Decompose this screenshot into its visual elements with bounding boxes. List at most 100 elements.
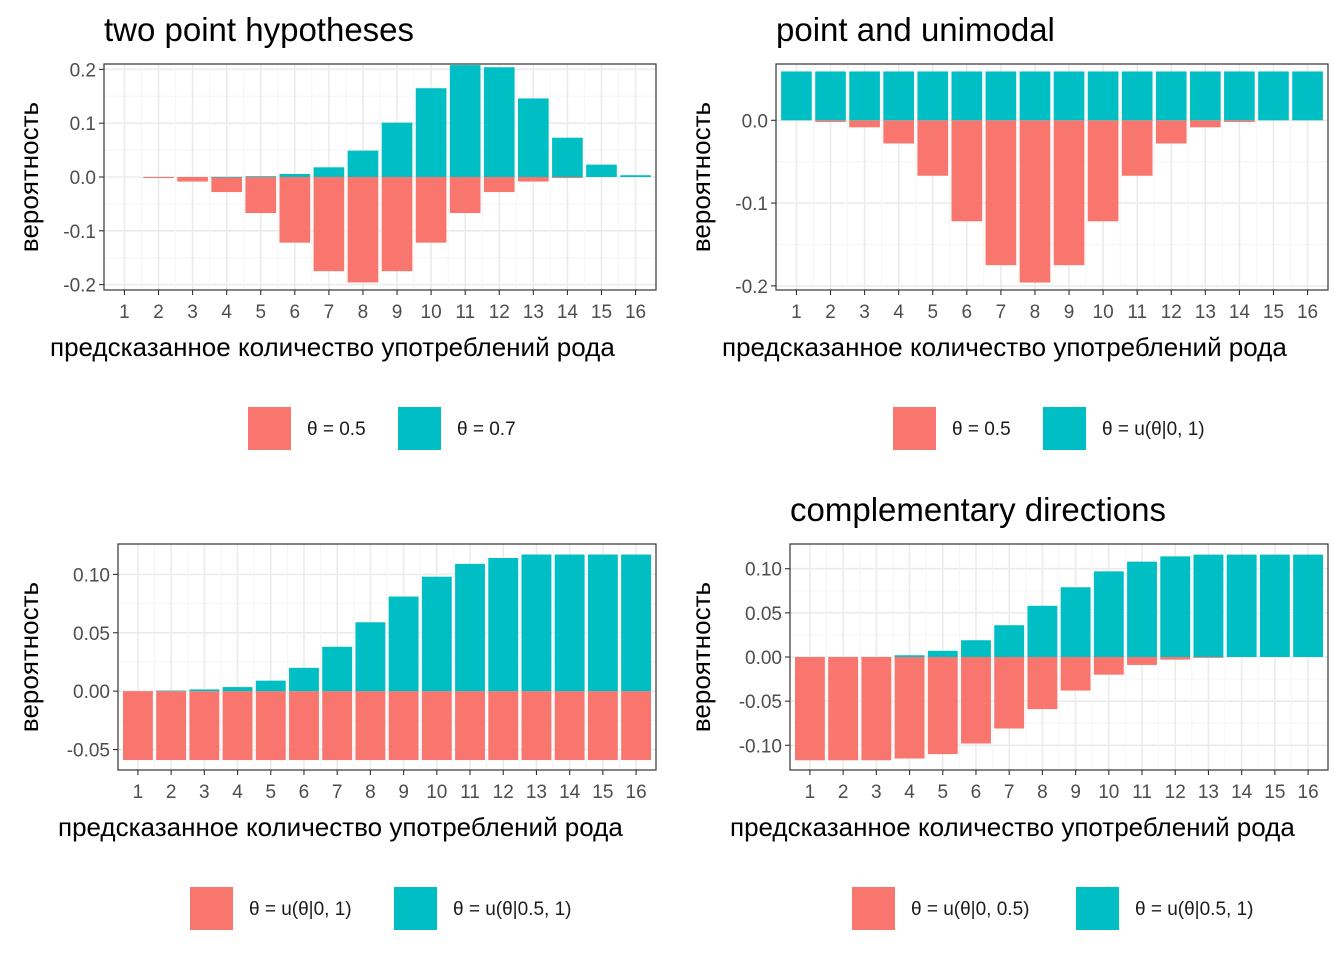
bar-teal-14 bbox=[554, 554, 585, 692]
x-tick-label: 15 bbox=[591, 302, 612, 323]
bar-red-7 bbox=[994, 657, 1025, 729]
y-tick-label: 0.05 bbox=[73, 624, 110, 645]
bar-teal-6 bbox=[961, 640, 991, 657]
x-tick-label: 9 bbox=[392, 302, 403, 323]
bar-teal-9 bbox=[1053, 71, 1085, 121]
bar-teal-9 bbox=[1060, 587, 1091, 657]
y-tick-label: 0.05 bbox=[745, 604, 782, 625]
x-tick-label: 14 bbox=[1229, 302, 1251, 323]
y-tick-label: -0.05 bbox=[67, 741, 110, 762]
x-tick-label: 2 bbox=[825, 302, 836, 323]
x-tick-label: 1 bbox=[133, 782, 144, 803]
bar-teal-7 bbox=[313, 167, 345, 177]
x-tick-label: 11 bbox=[1127, 302, 1147, 323]
bar-teal-15 bbox=[1258, 71, 1289, 121]
chart-title: point and unimodal bbox=[776, 11, 1055, 48]
legend-key-red bbox=[190, 887, 233, 930]
legend-key-teal bbox=[1076, 887, 1119, 930]
panel-1: -0.2-0.10.00.10.21 2 3 4 5 6 7 8 9 10 11 12 13 14 15 16… bbox=[14, 11, 657, 450]
bar-teal-9 bbox=[388, 596, 419, 692]
bar-red-2 bbox=[156, 691, 187, 761]
bar-teal-1 bbox=[781, 71, 812, 121]
x-tick-label: 7 bbox=[996, 302, 1007, 323]
legend-label: θ = 0.5 bbox=[307, 419, 366, 440]
bar-red-9 bbox=[1060, 657, 1091, 691]
bar-red-10 bbox=[1093, 657, 1124, 675]
x-tick-label: 9 bbox=[398, 782, 409, 803]
x-tick-label: 4 bbox=[232, 782, 243, 803]
x-axis-label: предсказанное количество употреблений ро… bbox=[50, 332, 615, 362]
y-tick-label: -0.1 bbox=[735, 194, 768, 215]
bar-red-9 bbox=[388, 691, 419, 761]
x-tick-label: 1 bbox=[805, 782, 816, 803]
x-tick-label: 16 bbox=[1297, 302, 1318, 323]
bar-red-10 bbox=[1087, 120, 1119, 222]
bar-red-11 bbox=[1127, 657, 1157, 665]
y-tick-label: 0.00 bbox=[73, 682, 110, 703]
x-tick-label: 13 bbox=[1195, 302, 1216, 323]
x-tick-label: 4 bbox=[904, 782, 915, 803]
panel-border bbox=[775, 63, 1329, 291]
bar-red-12 bbox=[483, 177, 515, 193]
bar-teal-4 bbox=[894, 655, 925, 657]
legend-label: θ = u(θ|0, 1) bbox=[249, 899, 352, 920]
bar-teal-7 bbox=[985, 71, 1017, 121]
x-tick-label: 3 bbox=[859, 302, 870, 323]
x-tick-label: 7 bbox=[332, 782, 343, 803]
bar-red-11 bbox=[449, 177, 481, 214]
bar-teal-4 bbox=[883, 71, 914, 121]
bar-teal-7 bbox=[322, 646, 353, 692]
y-axis-label: вероятность bbox=[686, 102, 716, 252]
bar-red-8 bbox=[1027, 657, 1058, 710]
x-tick-label: 9 bbox=[1070, 782, 1081, 803]
bar-red-10 bbox=[415, 177, 447, 243]
bar-red-2 bbox=[828, 657, 859, 761]
y-tick-label: -0.2 bbox=[735, 277, 768, 298]
panel-4: -0.10-0.050.000.050.101 2 3 4 5 6 7 8 9 10 11 12 13 1… bbox=[686, 491, 1329, 930]
x-tick-label: 7 bbox=[324, 302, 335, 323]
x-axis-label: предсказанное количество употреблений ро… bbox=[730, 812, 1295, 842]
x-tick-label: 6 bbox=[971, 782, 982, 803]
x-tick-label: 8 bbox=[365, 782, 376, 803]
bar-teal-10 bbox=[1087, 71, 1119, 121]
bar-teal-11 bbox=[455, 563, 485, 692]
bar-teal-13 bbox=[1190, 71, 1221, 121]
bar-teal-12 bbox=[1155, 71, 1187, 121]
legend: θ = 0.5 θ = u(θ|0, 1) bbox=[893, 407, 1205, 450]
x-tick-label: 1 bbox=[119, 302, 130, 323]
legend-key-teal bbox=[394, 887, 437, 930]
bar-teal-14 bbox=[552, 137, 583, 177]
bar-red-6 bbox=[951, 120, 983, 222]
bar-teal-12 bbox=[488, 558, 519, 692]
x-tick-label: 13 bbox=[523, 302, 544, 323]
y-tick-label: 0.00 bbox=[745, 648, 782, 669]
legend-key-teal bbox=[398, 407, 441, 450]
bar-red-2 bbox=[815, 120, 846, 122]
bar-teal-11 bbox=[1121, 71, 1153, 121]
panel-3: -0.050.000.050.101 2 3 4 5 6 7 8 9 10 11 12 13 14 15 16… bbox=[14, 543, 657, 930]
legend-label: θ = u(θ|0, 0.5) bbox=[911, 899, 1029, 920]
bar-red-9 bbox=[1053, 120, 1085, 266]
bar-teal-13 bbox=[518, 98, 549, 177]
bar-red-12 bbox=[488, 691, 519, 761]
y-tick-label: 0.10 bbox=[73, 565, 110, 586]
x-tick-label: 10 bbox=[1098, 782, 1119, 803]
x-tick-label: 5 bbox=[255, 302, 266, 323]
panel-2: -0.2-0.10.01 2 3 4 5 6 7 8 9 10 11 12 13 14 15 16point … bbox=[686, 11, 1329, 450]
bar-teal-2 bbox=[815, 71, 846, 121]
x-tick-label: 5 bbox=[927, 302, 938, 323]
legend-label: θ = 0.7 bbox=[457, 419, 516, 440]
bar-red-4 bbox=[883, 120, 914, 144]
legend: θ = u(θ|0, 0.5) θ = u(θ|0.5, 1) bbox=[852, 887, 1253, 930]
x-tick-label: 14 bbox=[559, 782, 581, 803]
x-tick-label: 10 bbox=[426, 782, 447, 803]
legend-key-teal bbox=[1043, 407, 1086, 450]
bar-red-5 bbox=[255, 691, 286, 761]
bar-red-7 bbox=[313, 177, 345, 272]
bar-teal-12 bbox=[483, 67, 515, 177]
x-tick-label: 6 bbox=[962, 302, 973, 323]
bar-teal-16 bbox=[1293, 554, 1324, 657]
bar-teal-3 bbox=[189, 689, 220, 692]
bar-red-5 bbox=[245, 177, 277, 214]
x-tick-label: 8 bbox=[1037, 782, 1048, 803]
